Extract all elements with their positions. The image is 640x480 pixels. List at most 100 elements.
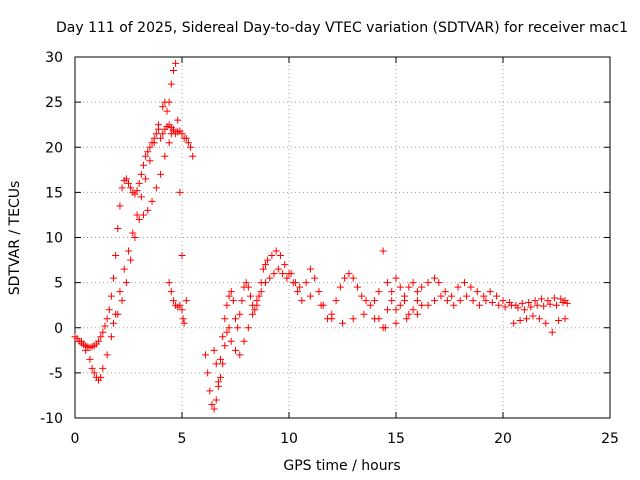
data-point [116,202,124,210]
data-point [409,306,417,314]
data-point [409,279,417,287]
data-point [165,279,173,287]
data-point [148,197,156,205]
data-point [179,315,187,323]
data-point [129,229,137,237]
data-point [341,274,349,282]
data-point [204,369,212,377]
chart-title: Day 111 of 2025, Sidereal Day-to-day VTE… [56,20,628,36]
data-point [514,304,522,312]
data-point [159,130,167,138]
data-point [392,306,400,314]
data-point [555,317,563,325]
data-point [383,306,391,314]
data-point [358,292,366,300]
data-point [131,190,139,198]
data-point [546,300,554,308]
data-point [133,211,141,219]
data-point [349,274,357,282]
data-point [101,322,109,330]
data-point [259,265,267,273]
data-point [550,294,558,302]
data-point [114,224,122,232]
data-point [540,302,548,310]
data-point [424,279,432,287]
data-point [328,315,336,323]
data-point [206,387,214,395]
data-point [169,67,177,75]
data-point [405,283,413,291]
data-point [146,157,154,165]
data-point [450,301,458,309]
data-point [531,297,539,305]
axis-ticks [74,56,611,419]
data-point [362,297,370,305]
data-point [264,256,272,264]
data-point [212,396,220,404]
data-point [244,283,252,291]
data-point [150,139,158,147]
data-point [405,310,413,318]
data-point [234,324,242,332]
y-tick-label: 5 [54,276,63,292]
data-point [413,288,421,296]
data-point [518,299,526,307]
data-point [244,324,252,332]
data-point [240,337,248,345]
data-point [336,283,344,291]
data-point [99,328,107,336]
data-point [133,187,141,195]
data-point [418,283,426,291]
data-point [137,170,145,178]
data-point [165,139,173,147]
data-point [242,279,250,287]
data-point [281,261,289,269]
data-point [165,98,173,106]
data-point [535,315,543,323]
data-point [178,252,186,260]
data-point [306,292,314,300]
data-point [219,360,227,368]
data-point [210,405,218,413]
data-point [493,292,501,300]
x-tick-labels: 0 5 10 15 20 25 [71,431,619,447]
data-point [523,315,531,323]
data-point [249,310,257,318]
x-tick-label: 0 [71,431,80,447]
data-point [508,301,516,309]
data-point [274,265,282,273]
data-point [501,303,509,311]
data-point [294,288,302,296]
data-point [311,274,319,282]
gridlines [75,57,610,418]
y-tick-label: 20 [45,140,63,156]
data-point [287,270,295,278]
data-point [441,288,449,296]
y-tick-label: -10 [40,411,63,427]
data-point [418,301,426,309]
data-point [229,297,237,305]
data-point [116,288,124,296]
data-point [127,184,135,192]
data-point [88,364,96,372]
data-point [152,130,160,138]
data-point [375,288,383,296]
data-point [486,288,494,296]
data-point [401,297,409,305]
y-tick-label: 30 [45,50,63,66]
data-point [388,288,396,296]
data-point [396,283,404,291]
data-point [178,306,186,314]
data-point [217,373,225,381]
y-tick-label: 15 [45,185,63,201]
data-point [360,310,368,318]
y-axis-label: SDTVAR / TECUs [7,181,23,296]
data-point [510,319,518,327]
data-point [112,252,120,260]
data-point [110,319,118,327]
data-point [122,279,130,287]
data-point [557,295,565,303]
y-tick-label: 10 [45,231,63,247]
data-point [315,288,323,296]
data-point [221,342,229,350]
